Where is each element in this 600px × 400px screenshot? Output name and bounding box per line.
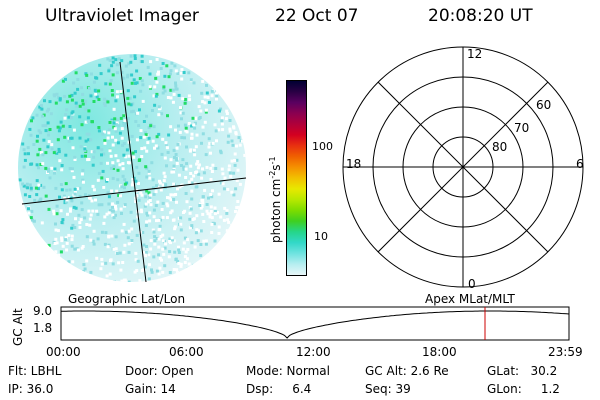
- timeline-x-tick-1: 06:00: [169, 345, 204, 359]
- colorbar-tick-10: 10: [314, 230, 328, 243]
- colorbar-unit-label: photon cm-2s-1: [268, 156, 283, 243]
- time-label: 20:08:20 UT: [428, 6, 533, 26]
- timeline-y-tick-upper: 9.0: [33, 304, 53, 318]
- polar-label-top: 12: [467, 47, 483, 61]
- timeline-y-axis-label: GC Alt: [11, 308, 25, 346]
- status-gain: Gain: 14: [125, 382, 176, 396]
- status-door: Door: Open: [125, 364, 194, 378]
- timeline-x-tick-0: 00:00: [46, 345, 81, 359]
- status-glon: GLon: 1.2: [487, 382, 560, 396]
- status-glat: GLat: 30.2: [487, 364, 558, 378]
- polar-lat-60: 60: [536, 98, 552, 112]
- polar-label-left: 18: [346, 157, 362, 171]
- altitude-curve: [60, 310, 570, 339]
- timeline-left-title: Geographic Lat/Lon: [68, 292, 186, 306]
- status-mode: Mode: Normal: [246, 364, 330, 378]
- colorbar-unit-exp2: -1: [268, 156, 277, 165]
- polar-lat-70: 70: [514, 121, 530, 135]
- colorbar-unit-text: photon cm: [269, 178, 283, 243]
- colorbar: [286, 80, 307, 276]
- polar-lat-80: 80: [492, 140, 508, 154]
- timeline-x-tick-4: 23:59: [548, 345, 583, 359]
- app-title: Ultraviolet Imager: [45, 6, 199, 26]
- status-dsp: Dsp: 6.4: [246, 382, 312, 396]
- colorbar-unit-mid: s: [269, 164, 283, 171]
- status-seq: Seq: 39: [365, 382, 411, 396]
- parallel-line: [21, 177, 247, 205]
- timeline-x-tick-2: 12:00: [296, 345, 331, 359]
- polar-label-bottom: 0: [468, 277, 476, 291]
- status-flt: Flt: LBHL: [8, 364, 62, 378]
- meridian-line: [119, 61, 147, 283]
- status-ip: IP: 36.0: [8, 382, 54, 396]
- polar-label-right: 6: [576, 157, 584, 171]
- colorbar-unit-exp1: -2: [268, 170, 277, 179]
- colorbar-gradient: [286, 80, 307, 276]
- date-label: 22 Oct 07: [275, 6, 359, 26]
- colorbar-tick-100: 100: [312, 140, 333, 153]
- timeline-frame: [60, 306, 570, 341]
- timeline-right-title: Apex MLat/MLT: [425, 292, 515, 306]
- timeline-x-tick-3: 18:00: [422, 345, 457, 359]
- status-gc-alt: GC Alt: 2.6 Re: [365, 364, 449, 378]
- timeline-y-tick-lower: 1.8: [33, 321, 53, 335]
